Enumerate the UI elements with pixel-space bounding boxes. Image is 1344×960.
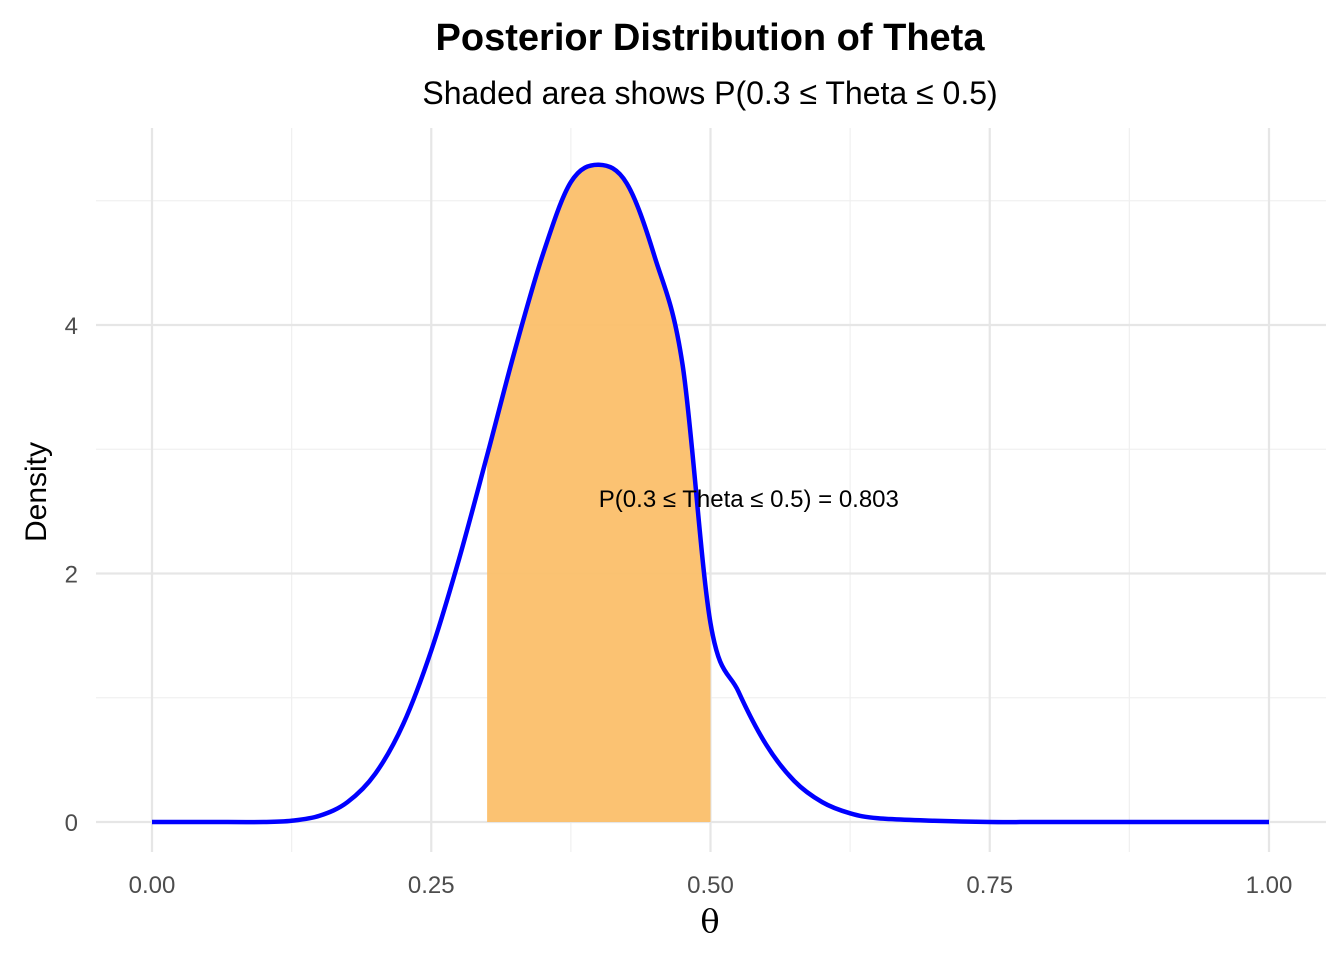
chart-title: Posterior Distribution of Theta (436, 17, 986, 59)
x-tick-label: 0.50 (687, 872, 734, 899)
x-tick-label: 0.25 (408, 872, 455, 899)
density-curve (151, 162, 1269, 825)
tick-labels: 0.00 0.25 0.50 0.75 1.00 0 2 4 (65, 313, 1293, 899)
shaded-probability-area (487, 164, 711, 823)
y-tick-label: 4 (65, 313, 78, 340)
y-tick-label: 2 (65, 562, 78, 589)
x-tick-label: 0.00 (129, 872, 176, 899)
probability-annotation: P(0.3 ≤ Theta ≤ 0.5) = 0.803 (599, 486, 899, 513)
shaded-area-layer (487, 164, 711, 823)
density-line-layer (151, 162, 1269, 825)
x-tick-label: 1.00 (1246, 872, 1293, 899)
x-axis-title: θ (700, 902, 719, 940)
y-axis-title: Density (20, 442, 53, 542)
x-tick-label: 0.75 (966, 872, 1013, 899)
chart-subtitle: Shaded area shows P(0.3 ≤ Theta ≤ 0.5) (422, 75, 997, 111)
y-tick-label: 0 (65, 810, 78, 837)
